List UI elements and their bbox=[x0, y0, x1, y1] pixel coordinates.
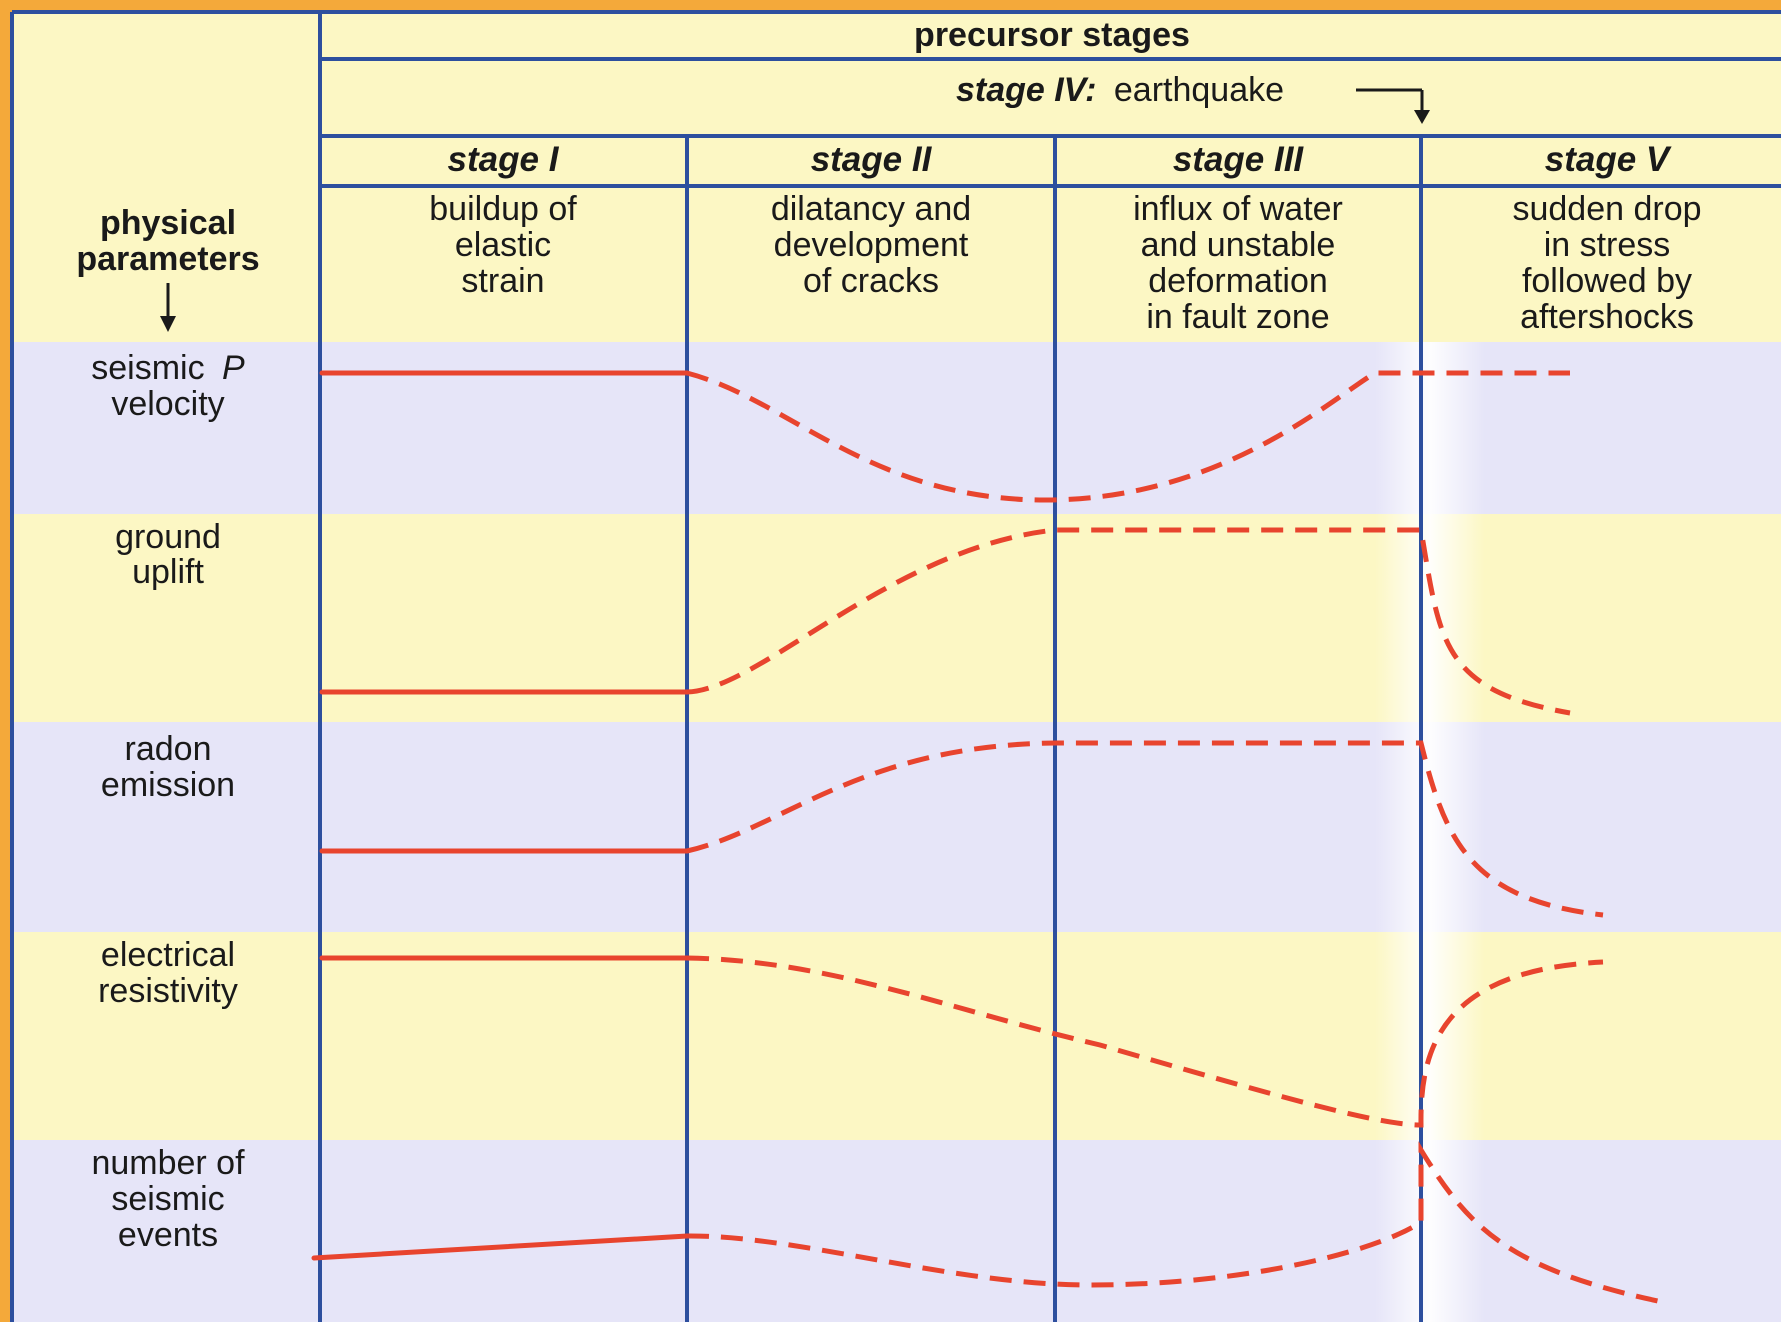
param-radon-line1: radon bbox=[125, 730, 212, 768]
stage-2-desc-1: dilatancy and bbox=[771, 190, 971, 228]
param-radon-line2: emission bbox=[101, 766, 235, 804]
stage-2-name: stage II bbox=[811, 140, 933, 179]
stage-3-desc-1: influx of water bbox=[1133, 190, 1343, 228]
param-seismic-word: seismic bbox=[91, 349, 204, 387]
param-events-line2: seismic bbox=[111, 1180, 224, 1218]
band-seismic-velocity bbox=[12, 342, 1781, 514]
stage-3-desc-4: in fault zone bbox=[1146, 298, 1329, 336]
band-radon-emission bbox=[12, 722, 1781, 932]
curve-resistivity-dashed bbox=[686, 955, 1604, 1128]
curve-events-dashed bbox=[686, 1141, 1668, 1306]
stage-3-desc-2: and unstable bbox=[1141, 226, 1336, 264]
curve-radon-dashed bbox=[686, 740, 1604, 918]
param-resistivity-line2: resistivity bbox=[98, 972, 238, 1010]
param-events-line1: number of bbox=[91, 1144, 245, 1182]
stage-5-desc-4: aftershocks bbox=[1520, 298, 1694, 336]
stage-5-desc-2: in stress bbox=[1544, 226, 1671, 264]
param-ground-uplift-line2: uplift bbox=[132, 553, 204, 591]
earthquake-arrow bbox=[1356, 88, 1430, 124]
param-p-italic: P bbox=[222, 349, 245, 387]
band-ground-uplift bbox=[12, 514, 1781, 722]
param-events-line3: events bbox=[118, 1216, 218, 1254]
stage-3-desc-3: deformation bbox=[1148, 262, 1328, 300]
param-resistivity-line1: electrical bbox=[101, 936, 235, 974]
stage-5-desc-3: followed by bbox=[1522, 262, 1692, 300]
grid bbox=[10, 10, 1781, 1322]
params-label-line2: parameters bbox=[76, 240, 259, 278]
params-down-arrow bbox=[160, 283, 176, 332]
stage-1-name: stage I bbox=[448, 140, 560, 179]
stage-5-desc-1: sudden drop bbox=[1512, 190, 1701, 228]
stage-5-name: stage V bbox=[1545, 140, 1672, 179]
curve-events-stage1 bbox=[311, 1233, 690, 1261]
params-label-line1: physical bbox=[100, 204, 236, 242]
stage-1-desc-2: elastic bbox=[455, 226, 551, 264]
stage-2-desc-3: of cracks bbox=[803, 262, 939, 300]
stage-1-desc-3: strain bbox=[461, 262, 544, 300]
band-electrical-resistivity bbox=[12, 932, 1781, 1140]
stage-3-name: stage III bbox=[1173, 140, 1305, 179]
stage-2-desc-2: development bbox=[774, 226, 969, 264]
band-seismic-events bbox=[12, 1140, 1781, 1322]
stage-1-desc-1: buildup of bbox=[429, 190, 577, 228]
stage-iv-label: stage IV: earthquake bbox=[956, 71, 1284, 109]
param-ground-uplift-line1: ground bbox=[115, 518, 221, 556]
param-seismic-velocity-line2: velocity bbox=[111, 385, 224, 423]
precursor-stages-title: precursor stages bbox=[914, 16, 1190, 54]
stage-iv-name: earthquake bbox=[1114, 71, 1284, 109]
curve-ground-uplift-dashed bbox=[686, 527, 1571, 716]
header-band bbox=[12, 12, 1781, 342]
param-seismic-velocity-line1: seismic P bbox=[91, 349, 245, 387]
earthquake-glow bbox=[1375, 342, 1485, 1322]
curve-seismic-velocity-dashed bbox=[686, 370, 1570, 503]
stage-iv-prefix: stage IV: bbox=[956, 71, 1096, 109]
